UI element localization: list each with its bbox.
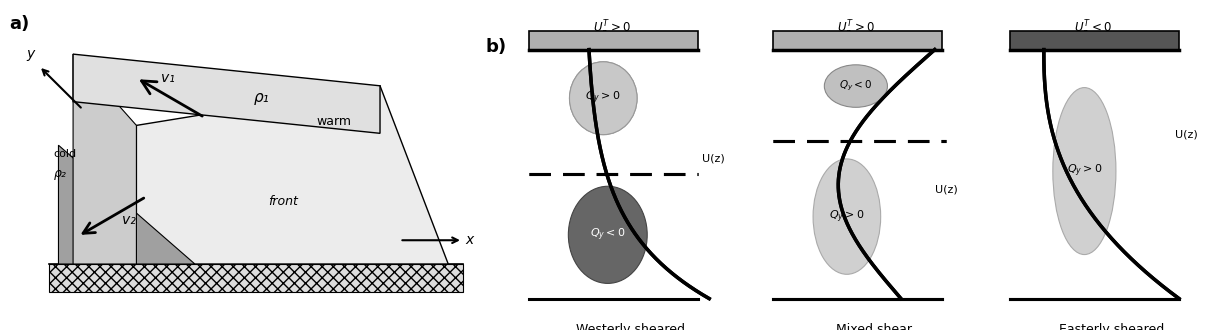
Text: $Q_y>0$: $Q_y>0$ (586, 90, 621, 106)
Text: U(z): U(z) (934, 184, 957, 194)
Bar (529, 31, 698, 50)
Text: $Q_y<0$: $Q_y<0$ (839, 79, 872, 93)
Text: y: y (27, 47, 35, 61)
Text: warm: warm (317, 115, 352, 128)
Bar (1010, 31, 1179, 50)
Text: v₂: v₂ (122, 214, 135, 227)
Polygon shape (58, 145, 195, 264)
Ellipse shape (825, 65, 888, 107)
Text: v₁: v₁ (161, 71, 174, 85)
Text: $Q_y>0$: $Q_y>0$ (829, 209, 865, 225)
Text: a): a) (10, 15, 30, 33)
Text: cold: cold (54, 149, 77, 159)
Ellipse shape (570, 62, 637, 135)
Bar (772, 31, 942, 50)
Text: $Q_y<0$: $Q_y<0$ (590, 227, 626, 243)
Text: $U_z^T<0$: $U_z^T<0$ (1074, 19, 1112, 39)
Polygon shape (73, 54, 380, 133)
Polygon shape (136, 86, 448, 264)
Text: Easterly sheared: Easterly sheared (1058, 323, 1164, 330)
Ellipse shape (570, 62, 637, 135)
Text: $U_z^T>0$: $U_z^T>0$ (837, 19, 875, 39)
Text: Westerly sheared: Westerly sheared (576, 323, 685, 330)
Polygon shape (73, 54, 136, 264)
Ellipse shape (569, 186, 647, 283)
Text: x: x (465, 233, 474, 247)
Text: $U_z^T>0$: $U_z^T>0$ (593, 19, 631, 39)
Text: U(z): U(z) (1174, 130, 1197, 140)
Text: $Q_y>0$: $Q_y>0$ (1067, 163, 1102, 179)
Polygon shape (49, 264, 463, 292)
Ellipse shape (814, 159, 881, 274)
Ellipse shape (1052, 87, 1116, 254)
Bar (518, 174, 743, 317)
Text: ρ₂: ρ₂ (54, 167, 67, 180)
Text: front: front (268, 195, 298, 208)
Text: U(z): U(z) (703, 154, 725, 164)
Text: Mixed shear: Mixed shear (836, 323, 912, 330)
Text: b): b) (486, 38, 507, 56)
Text: ρ₁: ρ₁ (253, 90, 269, 105)
